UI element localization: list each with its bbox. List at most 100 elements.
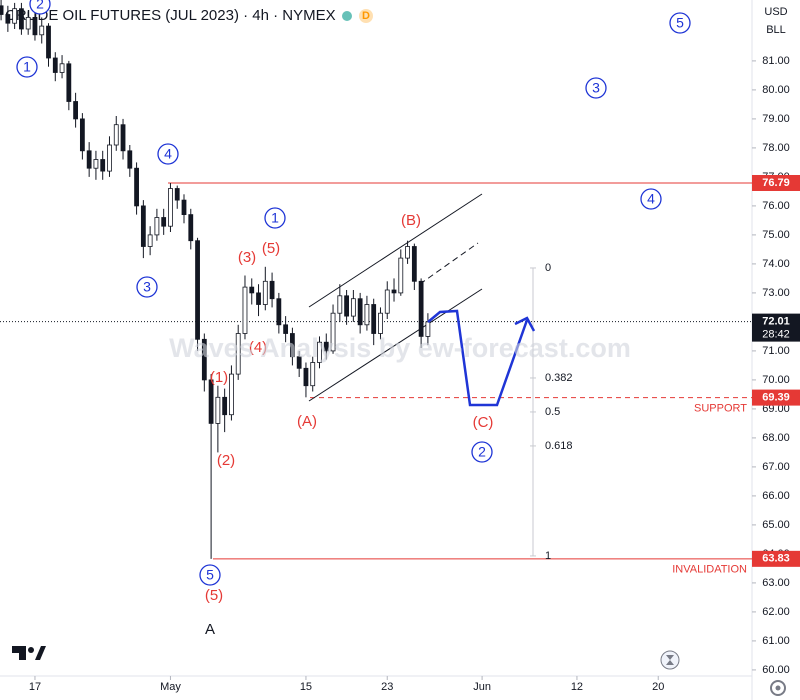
wave-label: 5: [206, 567, 214, 583]
candle-body: [147, 234, 153, 247]
level-note: SUPPORT: [694, 403, 747, 415]
candle-body: [364, 304, 370, 326]
wave-label: (4): [249, 339, 267, 356]
candle-body: [296, 356, 302, 369]
candle-body: [235, 333, 241, 375]
wave-circle: [136, 276, 158, 298]
candle-body: [5, 14, 11, 24]
channel-lower: [308, 288, 483, 402]
y-tick-label: 65.00: [762, 519, 790, 531]
wave-label: (5): [262, 240, 280, 257]
tv-logo: [12, 646, 46, 660]
candle-body: [140, 205, 146, 247]
candle-body: [357, 298, 363, 326]
level-price-box: [752, 389, 800, 406]
candle-body: [93, 159, 99, 169]
candle-body: [310, 362, 316, 387]
fib-label: 0.618: [545, 440, 573, 452]
candle-body: [12, 8, 18, 24]
level-price-label: 76.79: [762, 177, 790, 189]
y-tick-label: 74.00: [762, 258, 790, 270]
chart-title: CRUDE OIL FUTURES (JUL 2023) · 4h · NYME…: [5, 7, 336, 24]
candle-body: [222, 396, 228, 416]
candle-body: [317, 341, 322, 363]
candle-body: [113, 124, 119, 146]
wave-label: (C): [473, 414, 494, 431]
x-tick-label: 23: [381, 681, 393, 693]
level-price-label: 69.39: [762, 392, 790, 404]
unit: BLL: [766, 24, 786, 36]
x-tick-label: 12: [571, 681, 583, 693]
wave-label: A: [205, 621, 215, 638]
replay-icon[interactable]: [660, 650, 680, 670]
candle-body: [411, 246, 417, 282]
candle-body: [323, 341, 329, 352]
candle-body: [107, 144, 112, 172]
wave-label: (1): [210, 369, 228, 386]
wave-circle: [157, 143, 179, 165]
y-tick-label: 71.00: [762, 345, 790, 357]
watermark: Waves Analysis by ew-forecast.com: [169, 333, 631, 363]
wave-label: 3: [143, 279, 151, 295]
y-tick-label: 68.00: [762, 432, 790, 444]
wave-circle: [264, 207, 286, 229]
wave-label: 4: [647, 191, 655, 207]
price-axis: [752, 0, 800, 700]
candle-body: [378, 312, 383, 334]
projection-path: [427, 309, 529, 407]
y-tick-label: 61.00: [762, 635, 790, 647]
candle-body: [384, 289, 390, 314]
candle-body: [86, 150, 92, 169]
wave-label: 1: [23, 59, 31, 75]
candle-body: [174, 188, 180, 201]
wave-label: 2: [36, 0, 44, 12]
y-tick-label: 66.00: [762, 490, 790, 502]
candle-body: [337, 295, 343, 314]
candle-body: [46, 25, 51, 59]
y-tick-label: 81.00: [762, 55, 790, 67]
candle-body: [168, 188, 173, 227]
y-tick-label: 75.00: [762, 229, 790, 241]
status-dot: [342, 11, 352, 21]
wave-circle: [16, 56, 38, 78]
wave-circle: [29, 0, 51, 15]
candle-body: [127, 150, 133, 169]
last-price-box: [752, 313, 800, 342]
badge-bg: [359, 9, 373, 23]
candle-body: [100, 159, 106, 172]
y-tick-label: 60.00: [762, 664, 790, 676]
candle-body: [215, 396, 221, 424]
candle-body: [256, 292, 261, 305]
y-tick-label: 79.00: [762, 113, 790, 125]
candle-body: [52, 57, 58, 73]
last-price-label: 72.01: [762, 316, 790, 328]
wave-label: 2: [478, 444, 486, 460]
x-tick-label: 15: [300, 681, 312, 693]
currency: USD: [764, 6, 787, 18]
wave-circle: [471, 441, 493, 463]
candle-body: [418, 280, 424, 337]
candle-body: [32, 17, 38, 36]
candle-body: [289, 333, 295, 358]
y-tick-label: 78.00: [762, 142, 790, 154]
y-tick-label: 73.00: [762, 287, 790, 299]
level-note: INVALIDATION: [672, 564, 747, 576]
y-tick-label: 62.00: [762, 606, 790, 618]
candle-body: [39, 25, 45, 36]
candle-body: [249, 286, 255, 294]
wave-label: (A): [297, 413, 317, 430]
candle-body: [262, 280, 268, 305]
candle-body: [344, 295, 349, 317]
candle-body: [283, 324, 289, 334]
y-tick-label: 70.00: [762, 374, 790, 386]
candle-body: [303, 367, 309, 387]
wave-label: 5: [676, 15, 684, 31]
settings-icon[interactable]: [770, 680, 786, 696]
y-tick-label: 67.00: [762, 461, 790, 473]
level-price-label: 63.83: [762, 553, 790, 565]
wave-label: (2): [217, 452, 235, 469]
candles: [0, 0, 431, 559]
y-tick-label: 63.00: [762, 577, 790, 589]
x-tick-label: 20: [652, 681, 664, 693]
